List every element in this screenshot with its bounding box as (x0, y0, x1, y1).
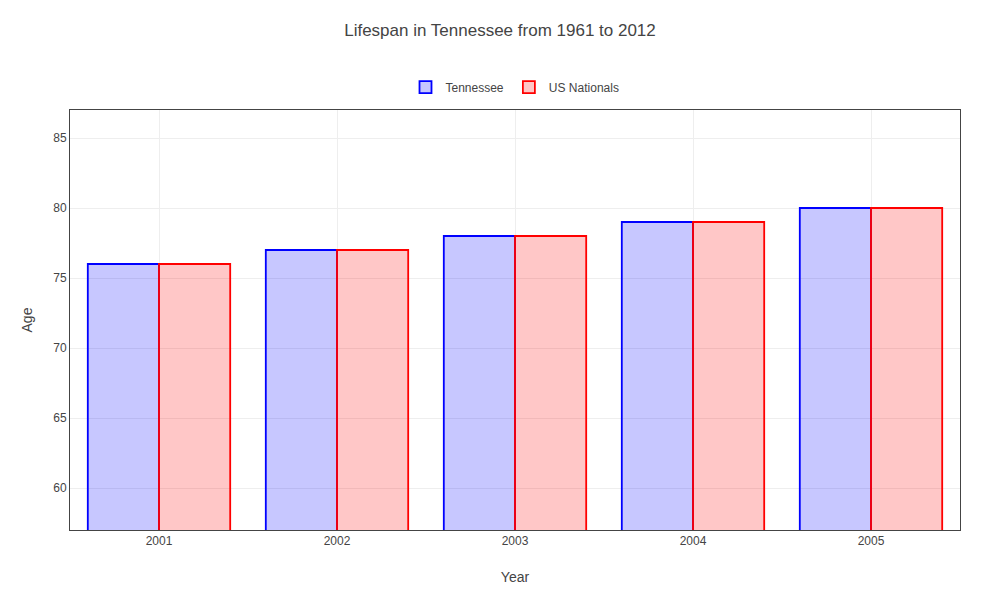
svg-text:85: 85 (53, 131, 67, 145)
svg-text:US Nationals: US Nationals (549, 81, 619, 95)
svg-text:70: 70 (53, 341, 67, 355)
svg-text:Tennessee: Tennessee (446, 81, 504, 95)
svg-text:Year: Year (501, 569, 530, 585)
svg-text:Lifespan in Tennessee from 196: Lifespan in Tennessee from 1961 to 2012 (344, 21, 656, 40)
svg-text:2004: 2004 (680, 534, 707, 548)
svg-text:60: 60 (53, 481, 67, 495)
svg-text:65: 65 (53, 411, 67, 425)
svg-text:80: 80 (53, 201, 67, 215)
svg-text:2002: 2002 (324, 534, 351, 548)
svg-text:2003: 2003 (502, 534, 529, 548)
svg-text:75: 75 (53, 271, 67, 285)
svg-text:Age: Age (19, 307, 35, 332)
svg-text:2005: 2005 (858, 534, 885, 548)
svg-text:2001: 2001 (146, 534, 173, 548)
